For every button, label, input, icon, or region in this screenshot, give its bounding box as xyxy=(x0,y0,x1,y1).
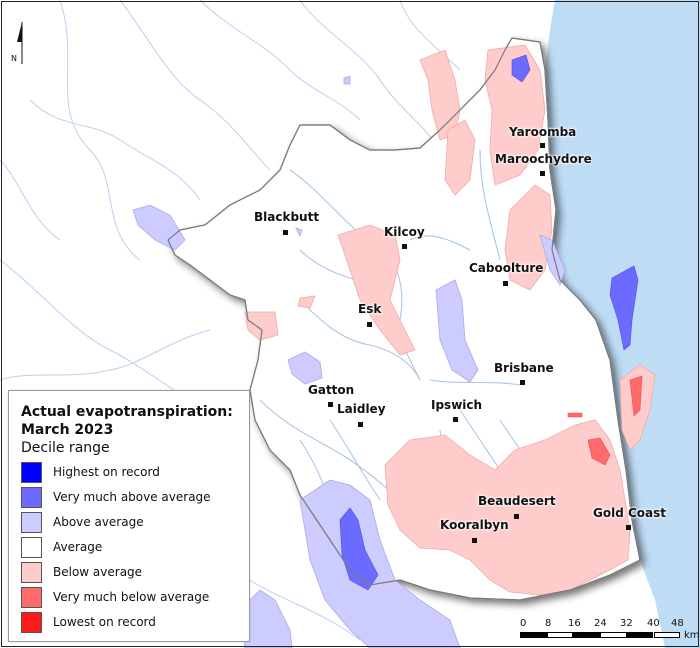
scale-segment xyxy=(546,632,574,638)
north-arrow-icon xyxy=(17,22,23,64)
legend-swatch xyxy=(21,512,42,533)
scale-bar xyxy=(520,632,682,638)
place-label-maroochydore: Maroochydore xyxy=(495,152,592,166)
place-marker-esk xyxy=(367,322,372,327)
place-marker-blackbutt xyxy=(283,230,288,235)
legend-swatch xyxy=(21,562,42,583)
legend-label: Above average xyxy=(53,515,144,529)
legend-label: Lowest on record xyxy=(53,615,156,629)
legend-panel: Actual evapotranspiration: March 2023 De… xyxy=(8,390,250,642)
scale-segment xyxy=(626,632,654,638)
scale-unit-label: km xyxy=(684,630,700,641)
place-marker-maroochydore xyxy=(540,171,545,176)
place-label-caboolture: Caboolture xyxy=(469,261,544,275)
north-label: N xyxy=(11,54,17,63)
scale-tick-label: 8 xyxy=(545,618,552,629)
scale-tick-label: 48 xyxy=(671,618,684,629)
place-label-kilcoy: Kilcoy xyxy=(384,225,425,239)
place-marker-laidley xyxy=(358,422,363,427)
place-marker-gold-coast xyxy=(626,525,631,530)
place-label-blackbutt: Blackbutt xyxy=(254,210,320,224)
place-label-laidley: Laidley xyxy=(337,402,386,416)
legend-swatch xyxy=(21,487,42,508)
legend-subtitle: Decile range xyxy=(21,440,110,456)
place-label-ipswich: Ipswich xyxy=(431,398,483,412)
river-network-outer xyxy=(0,0,461,641)
place-marker-ipswich xyxy=(453,417,458,422)
legend-title: Actual evapotranspiration: March 2023 xyxy=(21,404,233,438)
legend-swatch xyxy=(21,537,42,558)
place-label-esk: Esk xyxy=(358,302,382,316)
legend-label: Very much above average xyxy=(53,490,211,504)
region-outline xyxy=(167,37,641,601)
legend-label: Very much below average xyxy=(53,590,210,604)
very-much-below-average-areas xyxy=(567,375,643,466)
place-label-gold-coast: Gold Coast xyxy=(593,506,667,520)
place-label-beaudesert: Beaudesert xyxy=(478,494,556,508)
place-marker-yaroomba xyxy=(540,143,545,148)
place-marker-kooralbyn xyxy=(472,538,477,543)
scale-tick-label: 32 xyxy=(620,618,633,629)
scale-segment xyxy=(653,632,681,638)
place-marker-beaudesert xyxy=(514,514,519,519)
scale-tick-label: 40 xyxy=(647,618,660,629)
scale-tick-label: 24 xyxy=(594,618,607,629)
legend-label: Below average xyxy=(53,565,143,579)
place-label-gatton: Gatton xyxy=(308,383,355,397)
place-marker-kilcoy xyxy=(402,244,407,249)
legend-label: Highest on record xyxy=(53,465,160,479)
legend-swatch xyxy=(21,587,42,608)
legend-swatch xyxy=(21,462,42,483)
place-marker-caboolture xyxy=(503,281,508,286)
place-marker-brisbane xyxy=(520,380,525,385)
place-label-kooralbyn: Kooralbyn xyxy=(440,518,509,532)
place-label-brisbane: Brisbane xyxy=(494,361,554,375)
scale-tick-label: 0 xyxy=(520,618,527,629)
scale-tick-label: 16 xyxy=(568,618,581,629)
scale-segment xyxy=(520,632,547,638)
scale-segment xyxy=(573,632,601,638)
place-marker-gatton xyxy=(328,402,333,407)
legend-swatch xyxy=(21,612,42,633)
place-label-yaroomba: Yaroomba xyxy=(509,125,577,139)
legend-label: Average xyxy=(53,540,103,554)
below-average-areas xyxy=(244,44,656,596)
scale-segment xyxy=(600,632,627,638)
